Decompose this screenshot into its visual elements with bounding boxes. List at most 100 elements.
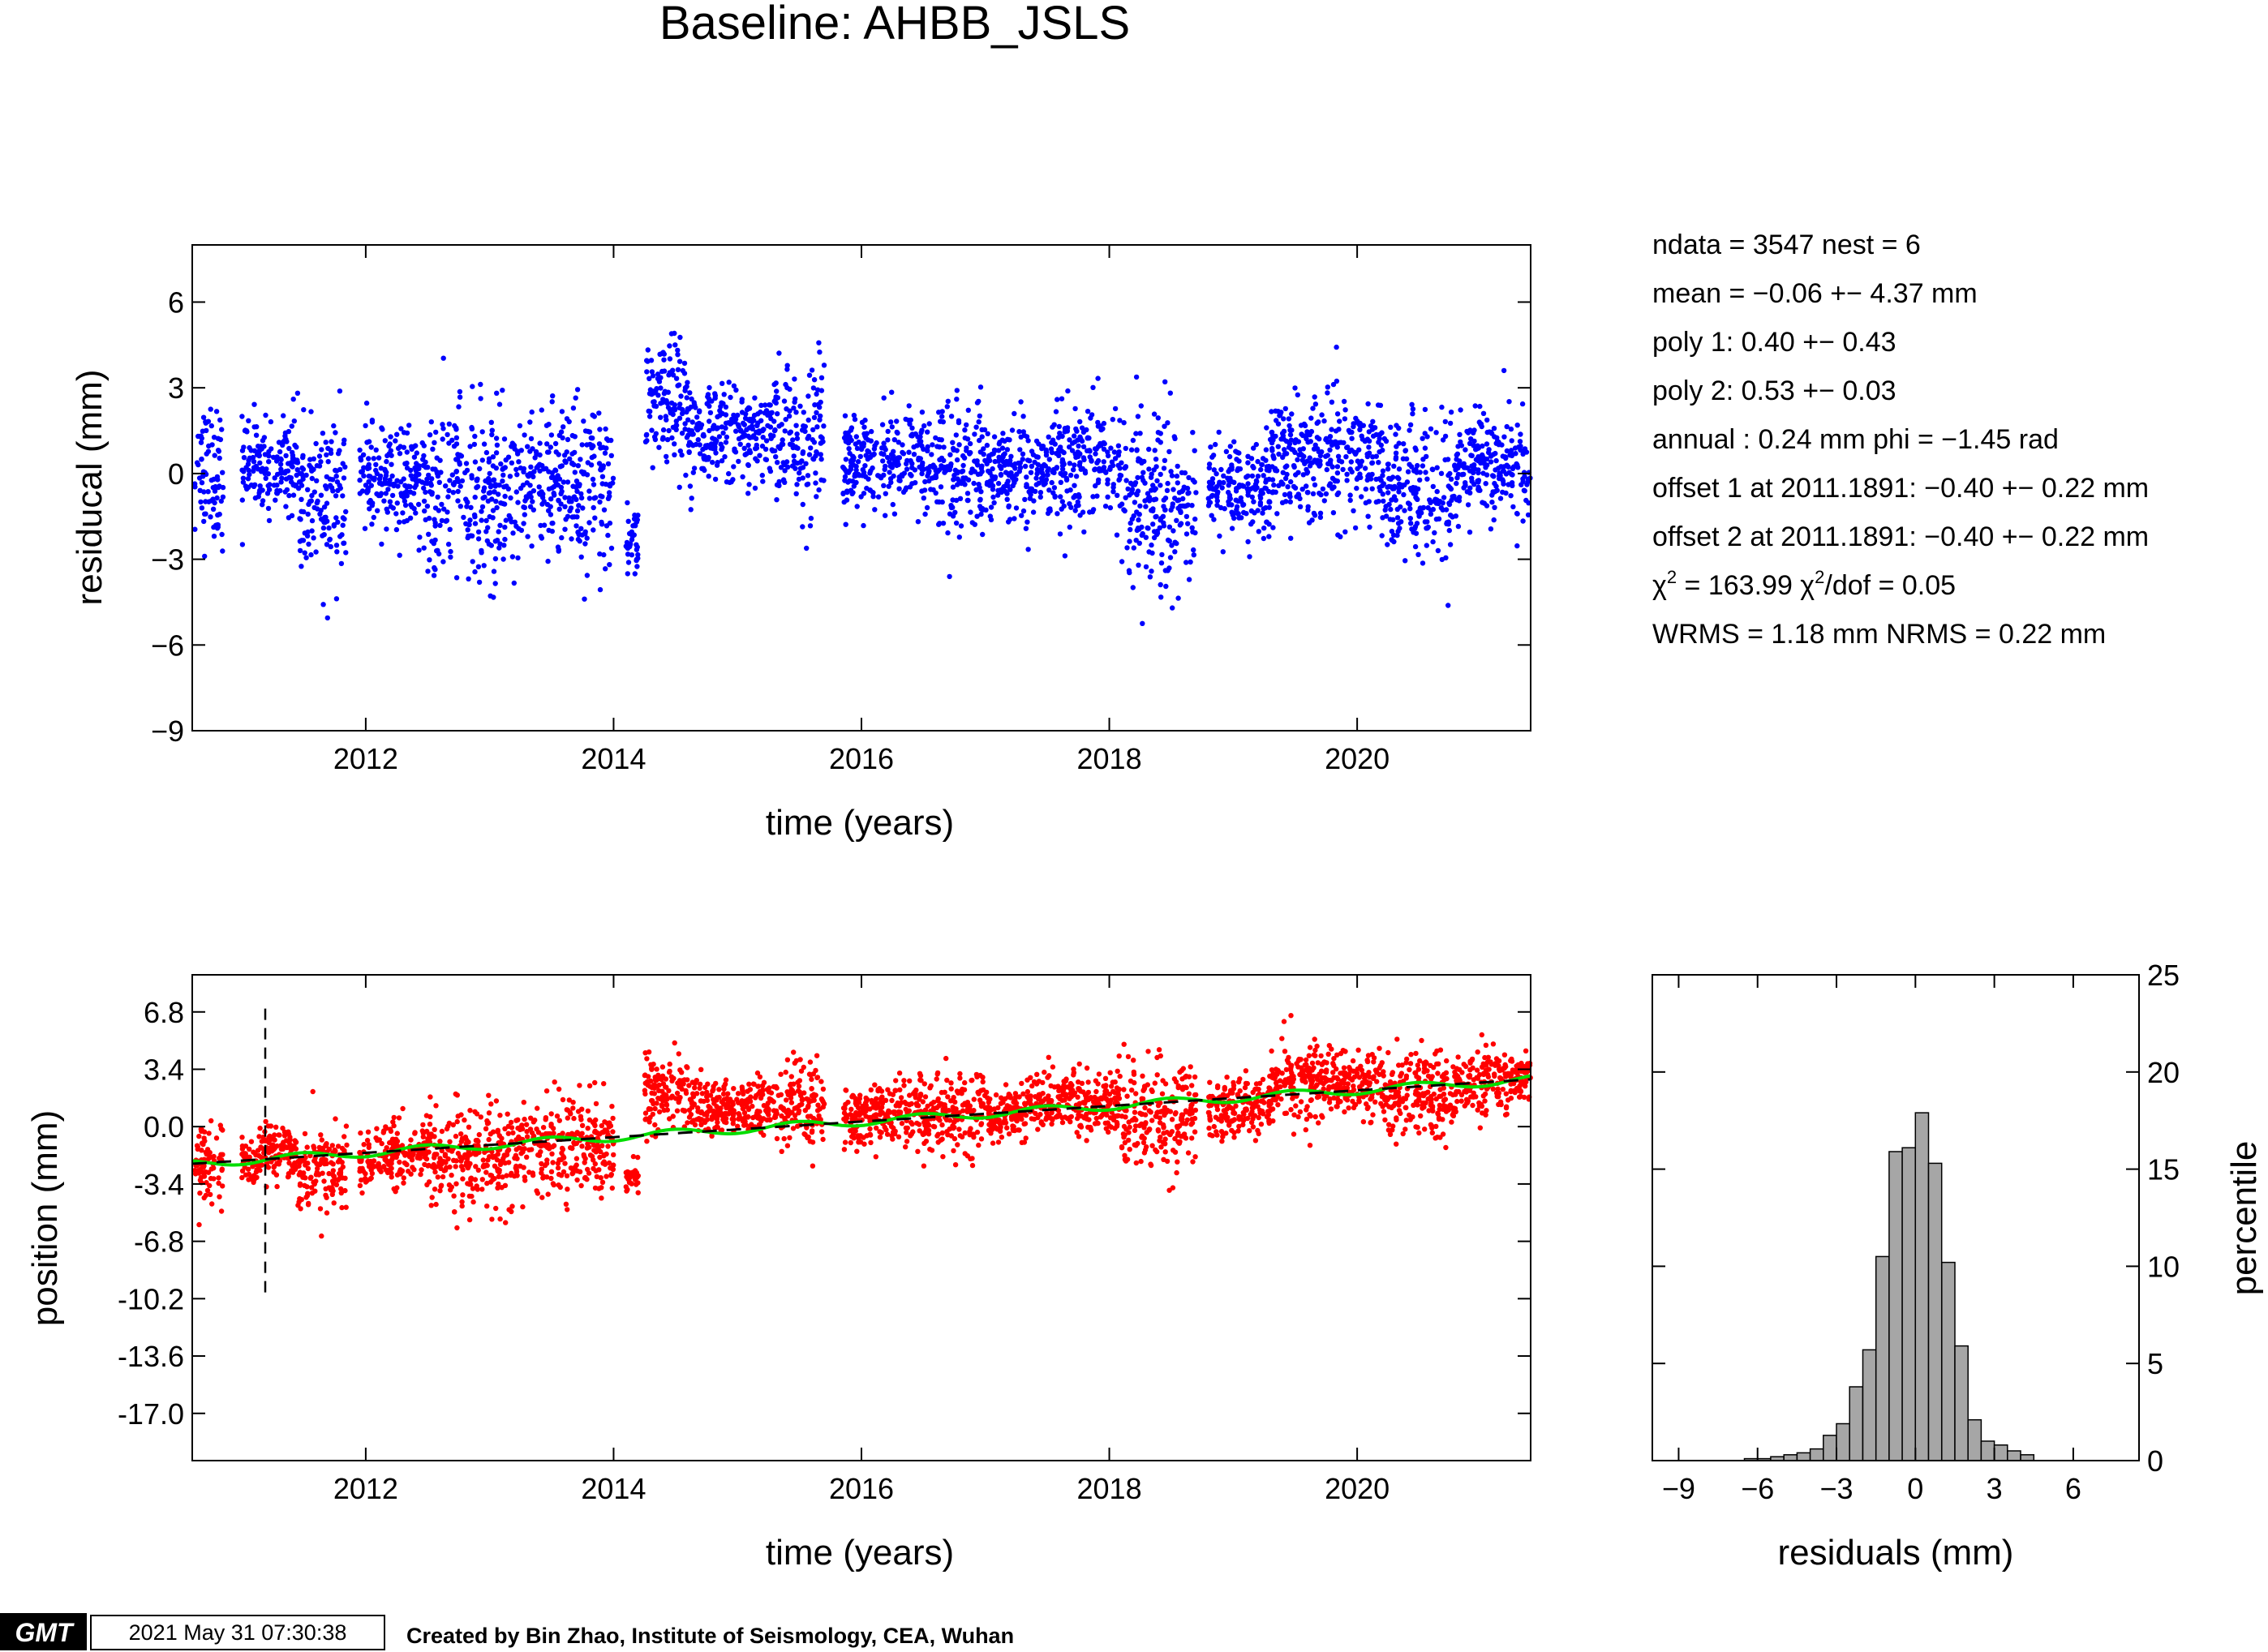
position-point (433, 1201, 439, 1208)
residual-point (793, 410, 799, 415)
residual-point (1123, 445, 1129, 452)
residual-point (810, 427, 816, 433)
residual-point (516, 526, 522, 532)
residual-point (333, 493, 339, 499)
residual-point (846, 446, 852, 452)
position-point (415, 1155, 420, 1161)
residual-point (552, 440, 559, 447)
residual-point (1338, 534, 1343, 539)
residual-point (783, 417, 788, 423)
residual-point (1385, 461, 1391, 467)
residual-point (1101, 465, 1107, 470)
position-point (384, 1157, 389, 1164)
residual-point (1409, 401, 1415, 407)
residual-point (1363, 486, 1369, 492)
residual-point (255, 466, 261, 472)
position-point (285, 1174, 291, 1180)
residual-point (1264, 464, 1270, 470)
residual-point (1094, 493, 1100, 499)
residual-point (781, 398, 788, 404)
residual-point (481, 441, 488, 447)
residual-point (965, 407, 972, 413)
residual-point (309, 528, 315, 534)
residual-point (821, 423, 827, 429)
residual-point (1312, 394, 1317, 400)
residual-point (579, 442, 585, 448)
residual-point (541, 499, 547, 504)
residual-point (485, 498, 491, 504)
position-point (343, 1123, 350, 1129)
residual-point (847, 434, 853, 440)
residual-point (1417, 477, 1423, 483)
residual-point (1309, 517, 1315, 523)
residual-point (210, 506, 217, 512)
position-point (310, 1088, 316, 1095)
residual-point (389, 461, 394, 467)
residual-point (1169, 473, 1175, 478)
residual-point (947, 511, 953, 517)
residual-point (714, 426, 719, 431)
position-point (582, 1174, 588, 1181)
residual-point (1501, 367, 1507, 374)
residual-point (732, 419, 738, 425)
position-point (344, 1142, 350, 1148)
position-point (664, 1102, 670, 1108)
residual-point (1430, 483, 1437, 490)
residual-point (445, 431, 450, 438)
residual-point (903, 416, 908, 423)
residual-point (936, 410, 942, 415)
residual-point (379, 541, 384, 547)
residual-point (195, 461, 201, 468)
residual-point (1458, 407, 1463, 413)
residual-point (1161, 466, 1167, 471)
position-point (528, 1115, 534, 1121)
residual-point (1058, 479, 1064, 485)
residual-point (1137, 431, 1143, 436)
residual-point (599, 474, 606, 479)
residual-point (965, 477, 972, 483)
residual-point (404, 430, 410, 436)
residual-point (500, 466, 505, 472)
residual-point (1158, 581, 1163, 588)
residual-point (1445, 603, 1451, 608)
residual-point (559, 534, 565, 541)
residual-point (1410, 406, 1416, 412)
position-point (286, 1139, 292, 1146)
residual-point (507, 474, 513, 479)
residual-point (263, 475, 268, 481)
position-point (432, 1126, 437, 1133)
residual-point (1520, 478, 1526, 484)
residual-point (1441, 495, 1447, 500)
residual-point (1408, 487, 1415, 493)
residual-point (1379, 483, 1385, 489)
residual-point (1325, 453, 1331, 458)
position-point (536, 1152, 543, 1158)
position-point (363, 1179, 369, 1185)
residual-point (1051, 485, 1058, 491)
residual-point (489, 427, 495, 433)
residual-point (926, 421, 932, 427)
residual-point (1442, 433, 1449, 440)
residual-point (212, 500, 217, 506)
residual-point (791, 405, 797, 411)
residual-point (691, 400, 697, 405)
residual-point (978, 489, 984, 495)
residual-point (426, 472, 432, 478)
residual-point (256, 494, 261, 500)
residual-point (599, 481, 605, 487)
residual-point (890, 501, 896, 508)
residual-point (548, 496, 554, 502)
residual-point (1116, 449, 1122, 455)
residual-point (1376, 460, 1381, 466)
position-point (590, 1119, 596, 1126)
residual-point (1079, 438, 1085, 444)
residual-point (273, 458, 280, 464)
residual-point (605, 437, 611, 444)
residual-point (1020, 451, 1026, 457)
residual-point (1000, 431, 1006, 436)
residual-point (380, 427, 385, 432)
residual-point (712, 476, 719, 483)
residual-point (1319, 412, 1325, 418)
residual-point (220, 470, 226, 475)
residual-point (530, 446, 535, 452)
